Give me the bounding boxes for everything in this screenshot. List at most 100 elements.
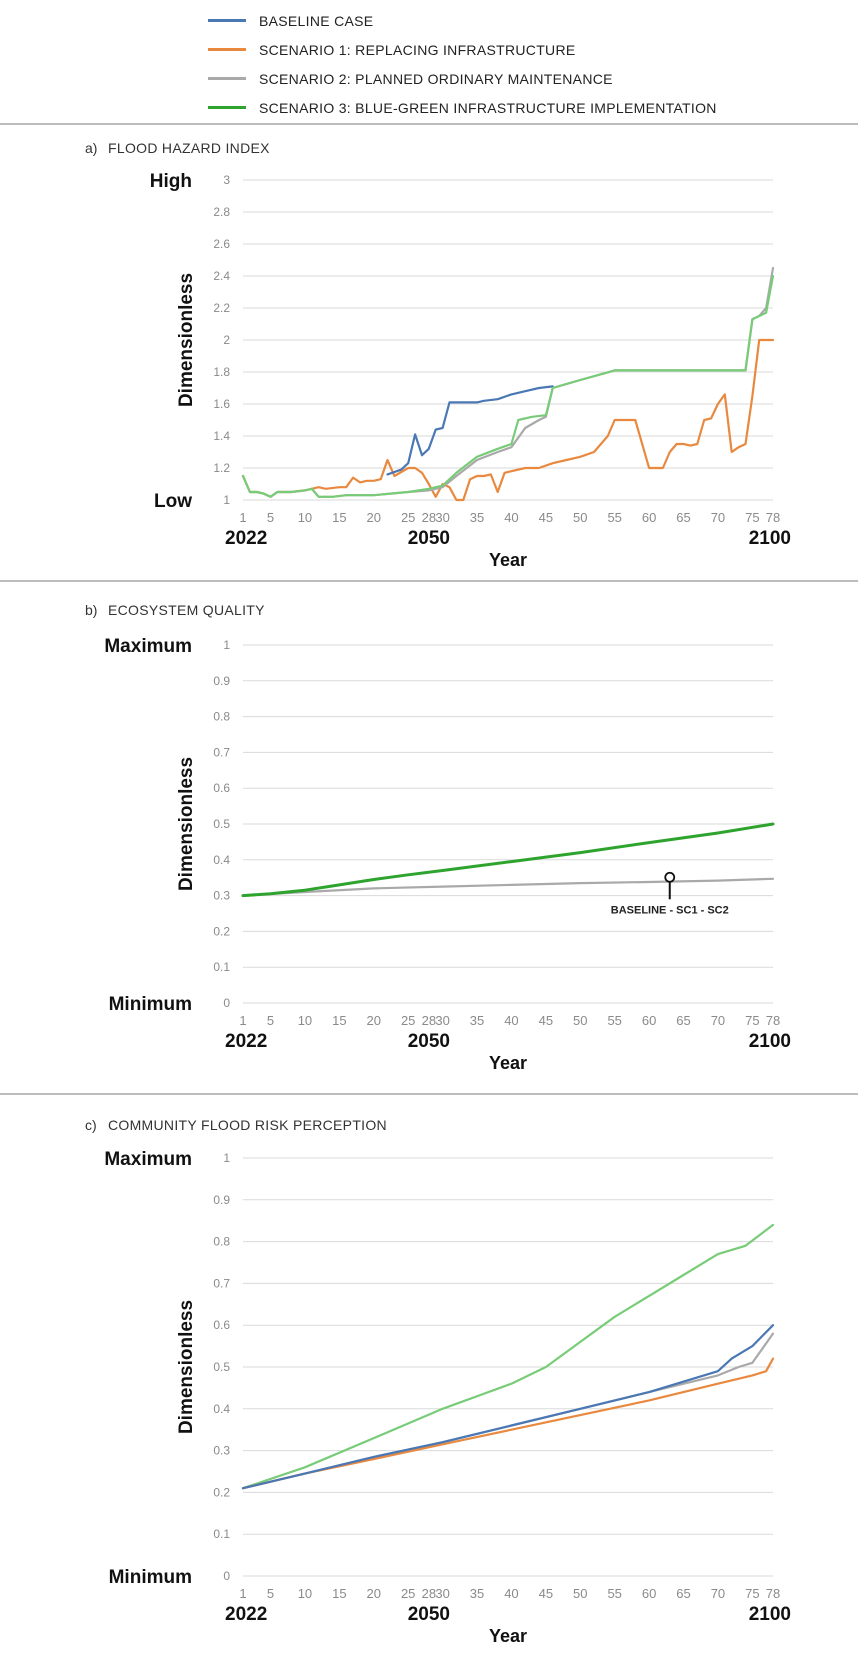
x-tick-label: 35 <box>470 1586 484 1601</box>
x-tick-label: 75 <box>745 1013 759 1028</box>
x-tick-label: 5 <box>267 1013 274 1028</box>
x-axis-title: Year <box>489 1626 527 1646</box>
x-tick-label: 25 <box>401 510 415 525</box>
chart-title: COMMUNITY FLOOD RISK PERCEPTION <box>108 1117 387 1133</box>
x-tick-label: 25 <box>401 1586 415 1601</box>
year-label: 2022 <box>225 1604 267 1625</box>
x-tick-label: 55 <box>607 1013 621 1028</box>
legend-item: BASELINE CASE <box>208 6 717 35</box>
x-tick-label: 65 <box>676 1586 690 1601</box>
y-tick-label: 0.8 <box>213 1235 230 1249</box>
chart-title: FLOOD HAZARD INDEX <box>108 140 270 156</box>
panel-letter: b) <box>85 602 97 618</box>
x-tick-label: 40 <box>504 1586 518 1601</box>
y-bottom-label: Minimum <box>109 1567 192 1588</box>
series-line-sc3 <box>241 274 775 498</box>
y-tick-label: 1.2 <box>213 461 230 475</box>
legend-label: SCENARIO 3: BLUE-GREEN INFRASTRUCTURE IM… <box>259 99 717 116</box>
series-line-baseline <box>386 385 554 476</box>
x-tick-label: 10 <box>298 510 312 525</box>
chart-ecosystem-quality: b) ECOSYSTEM QUALITY 0 0.1 0.2 0.3 0.4 0.5 0.6 0.… <box>85 602 791 1073</box>
legend-item: SCENARIO 2: PLANNED ORDINARY MAINTENANCE <box>208 64 717 93</box>
x-tick-label: 75 <box>745 510 759 525</box>
y-tick-label: 0.3 <box>213 1444 230 1458</box>
x-tick-label: 1 <box>239 1013 246 1028</box>
x-tick-label: 45 <box>539 1013 553 1028</box>
x-tick-label: 5 <box>267 1586 274 1601</box>
x-tick-label: 55 <box>607 510 621 525</box>
series-line-sc1 <box>241 338 775 502</box>
x-tick-label: 35 <box>470 1013 484 1028</box>
panel-risk-perception: c) COMMUNITY FLOOD RISK PERCEPTION 0 0.1 0.2… <box>0 1096 858 1671</box>
y-axis-title: Dimensionless <box>176 1300 197 1434</box>
y-tick-label: 0 <box>223 996 230 1010</box>
x-tick-label: 28 <box>422 510 436 525</box>
x-axis-title: Year <box>489 550 527 570</box>
legend-label: BASELINE CASE <box>259 12 374 29</box>
legend-swatch <box>208 19 246 22</box>
y-top-label: Maximum <box>104 1149 192 1170</box>
y-top-label: Maximum <box>104 636 192 657</box>
y-tick-label: 0 <box>223 1569 230 1583</box>
x-tick-label: 25 <box>401 1013 415 1028</box>
x-tick-label: 30 <box>435 1013 449 1028</box>
y-tick-label: 2.4 <box>213 269 230 283</box>
legend-item: SCENARIO 1: REPLACING INFRASTRUCTURE <box>208 35 717 64</box>
chart-risk-perception: c) COMMUNITY FLOOD RISK PERCEPTION 0 0.1 0.2… <box>85 1117 791 1646</box>
y-tick-label: 0.5 <box>213 1360 230 1374</box>
y-tick-label: 1.4 <box>213 429 230 443</box>
x-tick-label: 5 <box>267 510 274 525</box>
x-tick-label: 50 <box>573 510 587 525</box>
y-axis-title: Dimensionless <box>176 757 197 891</box>
series-line-sc1 <box>241 1357 775 1490</box>
x-tick-label: 65 <box>676 510 690 525</box>
series-line-sc2 <box>241 266 775 498</box>
x-tick-label: 60 <box>642 1013 656 1028</box>
legend-item: SCENARIO 3: BLUE-GREEN INFRASTRUCTURE IM… <box>208 93 717 122</box>
x-tick-label: 78 <box>766 510 780 525</box>
divider <box>0 123 858 125</box>
y-tick-label: 0.6 <box>213 1318 230 1332</box>
x-tick-label: 20 <box>367 1586 381 1601</box>
y-tick-label: 0.4 <box>213 1402 230 1416</box>
y-tick-label: 2 <box>223 333 230 347</box>
y-bottom-label: Low <box>154 491 192 512</box>
y-tick-label: 1 <box>223 638 230 652</box>
y-tick-label: 0.5 <box>213 817 230 831</box>
panel-letter: c) <box>85 1117 97 1133</box>
legend-swatch <box>208 48 246 51</box>
x-tick-label: 10 <box>298 1013 312 1028</box>
x-tick-label: 30 <box>435 1586 449 1601</box>
legend-label: SCENARIO 1: REPLACING INFRASTRUCTURE <box>259 41 576 58</box>
year-label: 2100 <box>749 1604 791 1625</box>
x-axis-title: Year <box>489 1053 527 1073</box>
x-tick-label: 60 <box>642 1586 656 1601</box>
y-tick-label: 0.8 <box>213 710 230 724</box>
x-tick-label: 30 <box>435 510 449 525</box>
legend-label: SCENARIO 2: PLANNED ORDINARY MAINTENANCE <box>259 70 613 87</box>
x-tick-label: 28 <box>422 1586 436 1601</box>
y-tick-label: 2.8 <box>213 205 230 219</box>
y-tick-label: 0.6 <box>213 781 230 795</box>
x-tick-label: 40 <box>504 1013 518 1028</box>
y-tick-label: 2.6 <box>213 237 230 251</box>
legend: BASELINE CASE SCENARIO 1: REPLACING INFRA… <box>208 6 717 122</box>
year-label: 2100 <box>749 1031 791 1052</box>
y-tick-label: 1 <box>223 1151 230 1165</box>
series-line-sc2 <box>241 877 775 897</box>
x-tick-label: 50 <box>573 1586 587 1601</box>
divider <box>0 1093 858 1095</box>
x-tick-label: 1 <box>239 1586 246 1601</box>
annotation-marker <box>664 871 676 883</box>
series-line-sc2 <box>241 1332 775 1490</box>
chart-flood-hazard: a) FLOOD HAZARD INDEX 1 1.2 1.4 1.6 1.8 2 2.2 2.4… <box>85 140 791 570</box>
year-label: 2050 <box>408 1604 450 1625</box>
panel-ecosystem-quality: b) ECOSYSTEM QUALITY 0 0.1 0.2 0.3 0.4 0.5 0.6 0.… <box>0 583 858 1098</box>
x-tick-label: 70 <box>711 1586 725 1601</box>
x-tick-label: 70 <box>711 510 725 525</box>
x-tick-label: 28 <box>422 1013 436 1028</box>
x-tick-label: 35 <box>470 510 484 525</box>
x-tick-label: 70 <box>711 1013 725 1028</box>
y-tick-label: 1.6 <box>213 397 230 411</box>
x-tick-label: 40 <box>504 510 518 525</box>
